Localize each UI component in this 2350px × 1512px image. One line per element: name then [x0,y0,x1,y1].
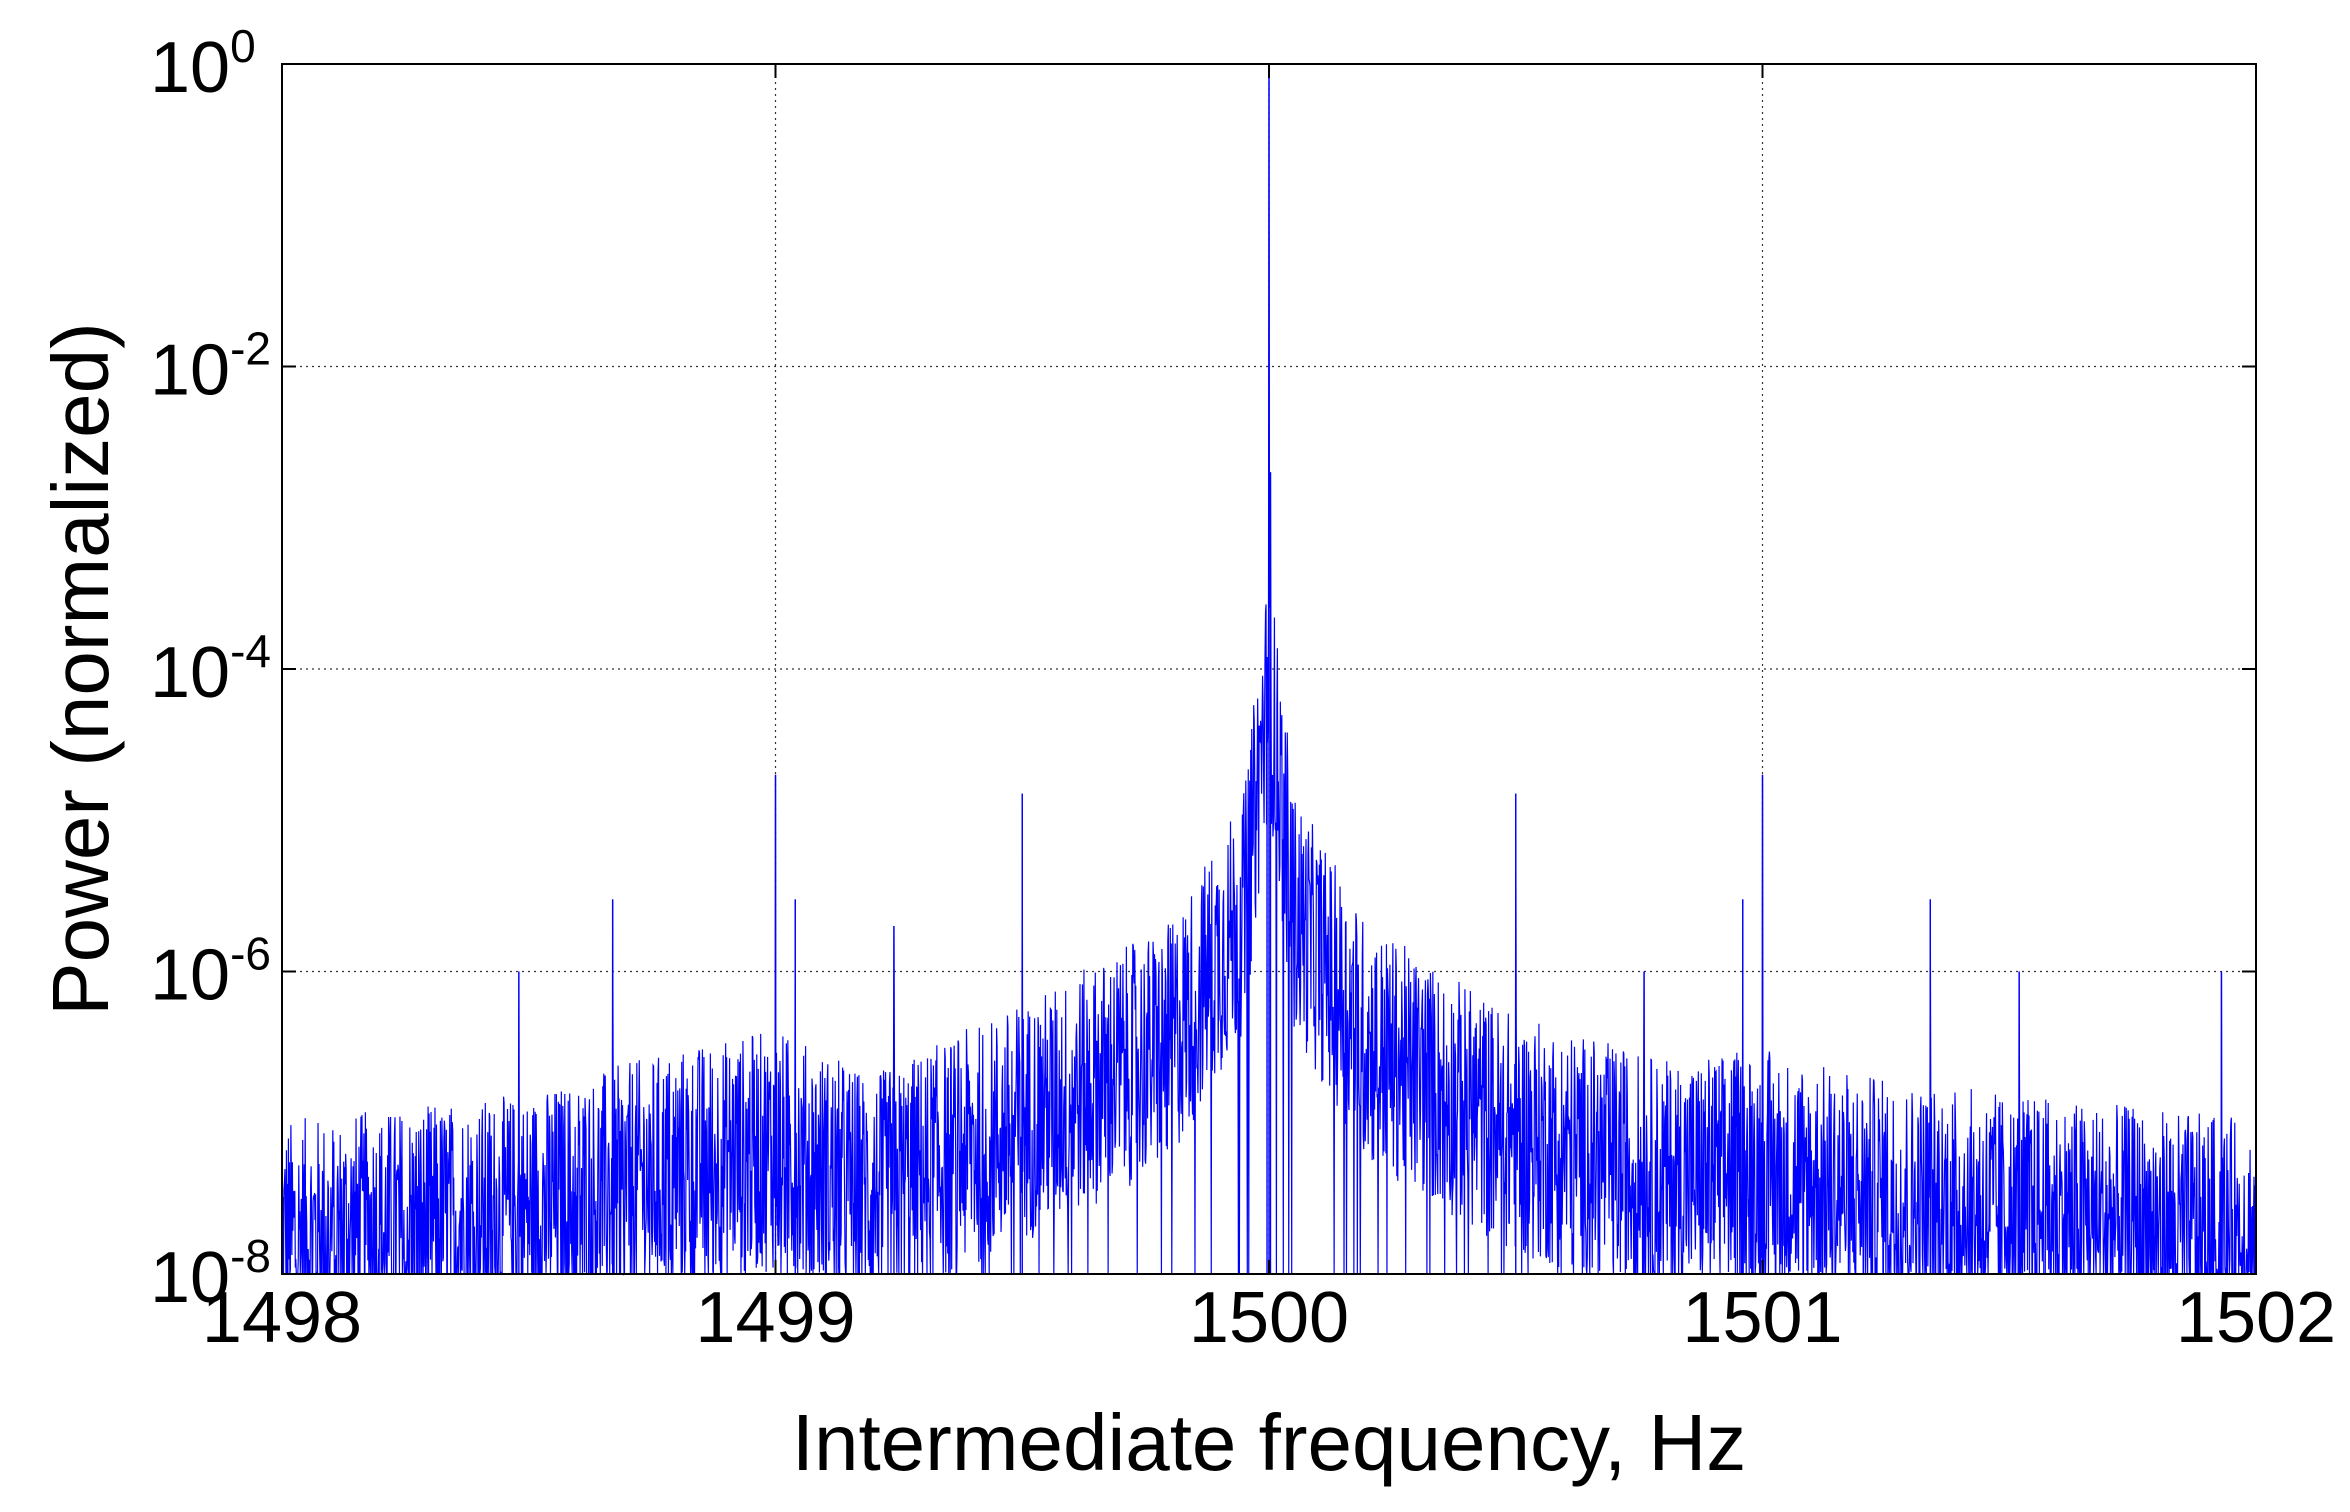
y-tick-label: 10-8 [150,1230,271,1318]
tick-marks [281,63,2257,1275]
x-tick-label: 1501 [1682,1278,1842,1358]
y-axis-label: Power (normalized) [36,322,125,1016]
y-tick-label: 100 [150,20,256,108]
x-tick-label: 1498 [202,1278,362,1358]
y-tick-label: 10-4 [150,625,271,713]
y-tick-label: 10-2 [150,323,271,411]
y-tick-labels: 10-8 10-6 10-4 10-2 100 [150,20,271,1318]
x-tick-label: 1500 [1189,1278,1349,1358]
y-tick-label: 10-6 [150,928,271,1016]
x-tick-label: 1499 [695,1278,855,1358]
x-tick-labels: 1498 1499 1500 1501 1502 [202,1278,2336,1358]
x-tick-label: 1502 [2176,1278,2336,1358]
x-axis-label: Intermediate frequency, Hz [792,1398,1747,1487]
